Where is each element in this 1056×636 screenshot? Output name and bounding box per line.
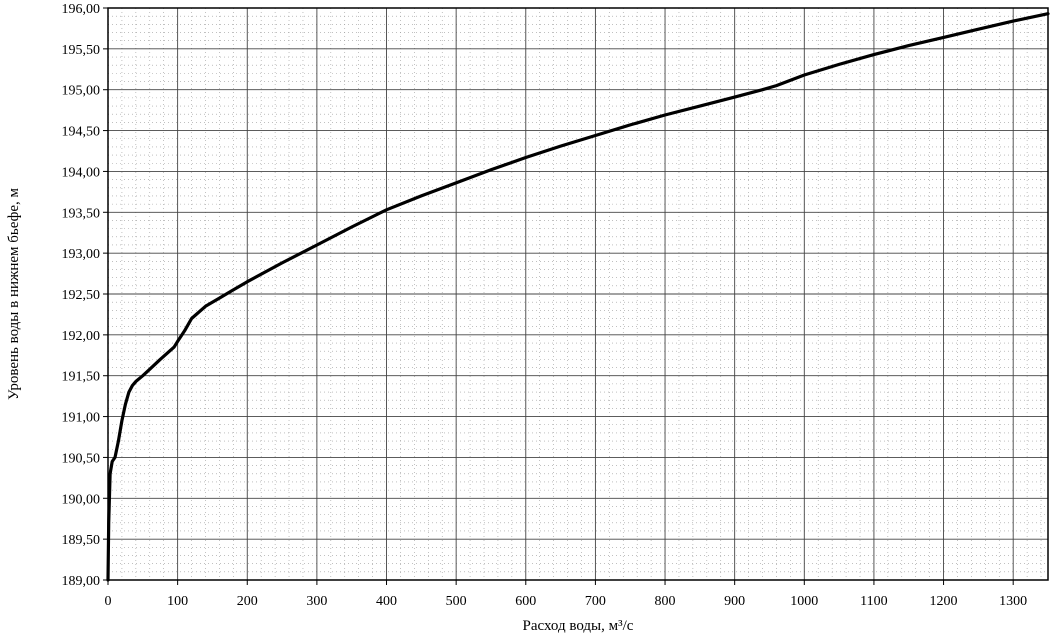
x-tick-label: 200	[237, 594, 258, 609]
x-tick-label: 600	[515, 594, 536, 609]
y-tick-label: 190,50	[62, 451, 101, 466]
y-tick-label: 191,50	[62, 370, 101, 385]
y-tick-label: 194,00	[62, 165, 101, 180]
major-gridlines	[108, 8, 1048, 580]
y-tick-label: 193,00	[62, 247, 101, 262]
y-tick-label: 191,00	[62, 411, 101, 426]
x-tick-label: 500	[446, 594, 467, 609]
y-tick-label: 190,00	[62, 492, 101, 507]
y-tick-label: 195,50	[62, 43, 101, 58]
y-tick-label: 192,00	[62, 329, 101, 344]
y-tick-label: 189,00	[62, 574, 101, 589]
y-tick-label: 192,50	[62, 288, 101, 303]
x-tick-label: 400	[376, 594, 397, 609]
x-tick-label: 300	[306, 594, 327, 609]
x-tick-label: 700	[585, 594, 606, 609]
x-tick-label: 1200	[930, 594, 958, 609]
x-tick-label: 900	[724, 594, 745, 609]
series-line	[106, 12, 1050, 582]
x-tick-label: 0	[105, 594, 112, 609]
minor-gridlines	[108, 8, 1048, 580]
x-tick-label: 100	[167, 594, 188, 609]
x-tick-label: 1300	[999, 594, 1027, 609]
y-tick-label: 193,50	[62, 206, 101, 221]
x-tick-label: 800	[655, 594, 676, 609]
y-axis-title: Уровень воды в нижнем бьефе, м	[6, 188, 22, 400]
y-tick-label: 189,50	[62, 533, 101, 548]
y-tick-label: 194,50	[62, 125, 101, 140]
x-axis-title: Расход воды, м³/с	[523, 618, 634, 634]
y-axis-ticks: 189,00 189,50 190,00 190,50 191,00 191,50 192,…	[62, 2, 108, 589]
x-axis-ticks: 0 100 200 300 400 500 600 700 800 900 1000 1100 1200…	[105, 580, 1027, 609]
y-tick-label: 196,00	[62, 2, 101, 17]
y-tick-label: 195,00	[62, 84, 101, 99]
x-tick-label: 1000	[790, 594, 818, 609]
series-layer	[106, 12, 1050, 582]
x-tick-label: 1100	[860, 594, 887, 609]
